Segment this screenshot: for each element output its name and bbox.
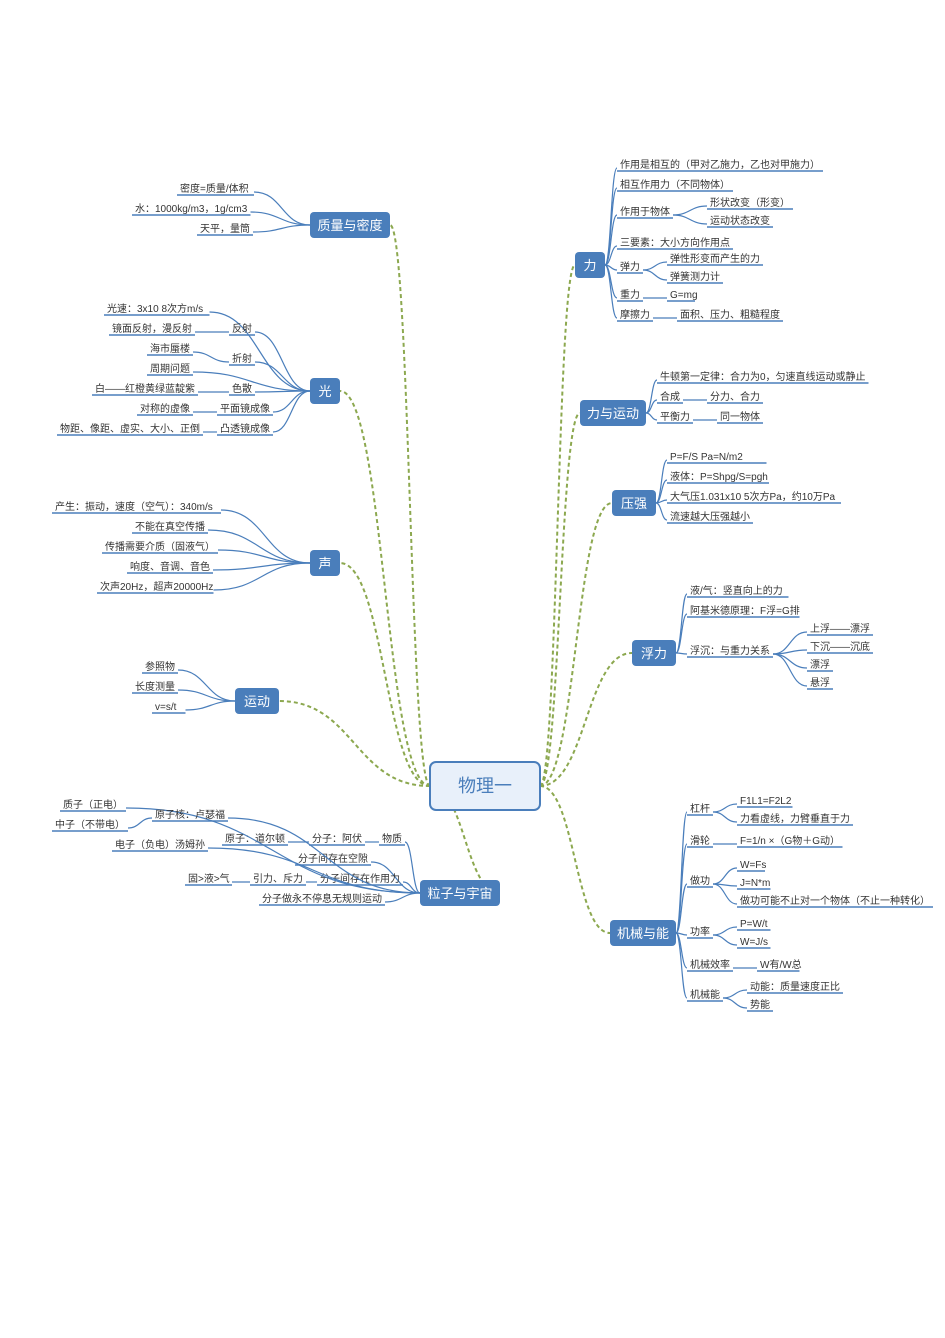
branch-label: 粒子与宇宙 <box>427 886 492 901</box>
leaf-child: 弹性形变而产生的力 <box>670 252 760 265</box>
leaf-text: 牛顿第一定律：合力为0，匀速直线运动或静止 <box>660 370 866 383</box>
leaf-text: P=F/S Pa=N/m2 <box>670 452 743 463</box>
connector <box>540 265 575 786</box>
leaf-sub: 反射 <box>232 323 252 335</box>
leaf-text: 摩擦力 <box>620 308 650 321</box>
leaf-text: 液体：P=Shpg/S=pgh <box>670 470 768 483</box>
leaf-text: 原子：道尔顿 <box>225 832 285 845</box>
leaf-text: 对称的虚像 <box>140 402 190 415</box>
leaf-child: W=J/s <box>740 937 768 948</box>
leaf-child: 形状改变（形变） <box>710 196 790 209</box>
leaf-text: 产生：振动，速度（空气）：340m/s <box>55 500 213 513</box>
branch-label: 光 <box>318 384 331 399</box>
leaf-text: v=s/t <box>155 702 177 713</box>
leaf-sub: 面积、压力、粗糙程度 <box>680 308 780 321</box>
leaf-text: 大气压1.031x10 5次方Pa，约10万Pa <box>670 490 836 503</box>
connector <box>390 225 430 786</box>
leaf-child: 运动状态改变 <box>710 214 770 227</box>
leaf-child: 做功可能不止对一个物体（不止一种转化） <box>740 894 930 907</box>
leaf-text: 平衡力 <box>660 410 690 423</box>
leaf-text: 周期问题 <box>150 362 190 375</box>
leaf-text: 做功 <box>690 874 710 887</box>
leaf-text: 密度=质量/体积 <box>180 182 249 195</box>
leaf-child: 漂浮 <box>810 659 830 671</box>
leaf-child: F1L1=F2L2 <box>740 796 792 807</box>
branch-label: 质量与密度 <box>317 218 382 233</box>
leaf-text: 杠杆 <box>690 802 710 815</box>
leaf-sub: 物质 <box>382 832 402 845</box>
mindmap-canvas: 质量与密度 密度=质量/体积水：1000kg/m3，1g/cm3 天平，量筒光 光速：… <box>0 0 945 1338</box>
leaf-text: 次声20Hz，超声20000Hz <box>100 580 213 593</box>
leaf-child: W=Fs <box>740 860 766 871</box>
leaf-text: 液/气：竖直向上的力 <box>690 584 783 597</box>
leaf-sub: 分力、合力 <box>710 390 760 403</box>
leaf-child: 弹簧测力计 <box>670 270 720 283</box>
leaf-child: 下沉——沉底 <box>810 640 870 653</box>
root-label: 物理一 <box>458 776 512 796</box>
leaf-text: 滑轮 <box>690 834 710 847</box>
leaf-text: 长度测量 <box>135 680 175 693</box>
leaf-text: 阿基米德原理：F浮=G排 <box>690 604 800 617</box>
leaf-text: 不能在真空传播 <box>135 520 205 533</box>
leaf-text: 中子（不带电） <box>55 818 125 831</box>
leaf-text: 光速：3x10 8次方m/s <box>107 302 203 315</box>
leaf-sub: F=1/n ×（G物＋G动） <box>740 834 840 847</box>
connector <box>540 786 610 933</box>
leaf-text: 浮沉：与重力关系 <box>690 644 770 657</box>
leaf-text: 质子（正电） <box>63 798 123 811</box>
leaf-text: 分子做永不停息无规则运动 <box>262 892 382 905</box>
branch-label: 机械与能 <box>617 926 669 941</box>
leaf-text: 物距、像距、虚实、大小、正倒 <box>60 422 200 435</box>
leaf-sub: 色散 <box>232 382 252 395</box>
leaf-child: J=N*m <box>740 878 770 889</box>
leaf-child: P=W/t <box>740 919 768 930</box>
leaf-text: 固>液>气 <box>188 872 230 885</box>
leaf-child: 势能 <box>750 998 770 1011</box>
leaf-sub: 同一物体 <box>720 410 760 423</box>
leaf-text: 传播需要介质（固液气） <box>105 540 215 553</box>
leaf-text: 镜面反射，漫反射 <box>112 322 192 335</box>
leaf-text: 白——红橙黄绿蓝靛紫 <box>95 382 195 395</box>
branch-label: 压强 <box>621 496 647 511</box>
leaf-child: 动能：质量速度正比 <box>750 980 840 993</box>
leaf-sub: G=mg <box>670 290 698 301</box>
leaf-sub: 凸透镜成像 <box>220 422 270 435</box>
leaf-text: 天平，量筒 <box>200 222 250 235</box>
branch-label: 力与运动 <box>587 406 639 421</box>
branch-label: 运动 <box>244 694 270 709</box>
leaf-text: 水：1000kg/m3，1g/cm3 <box>135 203 248 215</box>
leaf-child: 力看虚线，力臂垂直于力 <box>740 812 850 825</box>
branch-label: 声 <box>318 556 331 571</box>
leaf-sub: 引力、斥力 <box>253 872 303 885</box>
leaf-sub: W有/W总 <box>760 958 802 971</box>
leaf-sub: 折射 <box>232 352 252 365</box>
leaf-text: 海市蜃楼 <box>150 342 190 355</box>
leaf-text: 作用于物体 <box>620 205 670 218</box>
leaf-sub: 原子核：卢瑟福 <box>155 808 225 821</box>
leaf-text: 流速越大压强越小 <box>670 510 750 523</box>
connector <box>340 391 430 786</box>
leaf-text: 响度、音调、音色 <box>130 560 210 573</box>
branch-label: 浮力 <box>641 646 667 661</box>
connector <box>540 653 632 786</box>
leaf-text: 机械效率 <box>690 958 730 971</box>
leaf-text: 电子（负电）汤姆孙 <box>115 838 205 851</box>
leaf-sub: 分子：阿伏 <box>312 832 362 845</box>
leaf-text: 参照物 <box>145 660 175 673</box>
leaf-child: 上浮——漂浮 <box>810 623 870 635</box>
branch-label: 力 <box>583 258 596 273</box>
leaf-sub: 分子间存在作用力 <box>320 872 400 885</box>
leaf-sub: 平面镜成像 <box>220 402 270 415</box>
leaf-text: 重力 <box>620 288 640 301</box>
leaf-text: 弹力 <box>620 260 640 273</box>
leaf-text: 合成 <box>660 390 680 403</box>
leaf-text: 机械能 <box>690 988 720 1001</box>
leaf-text: 作用是相互的（甲对乙施力，乙也对甲施力） <box>620 158 820 171</box>
leaf-text: 相互作用力（不同物体） <box>620 178 730 191</box>
leaf-text: 功率 <box>690 925 710 938</box>
leaf-text: 三要素：大小方向作用点 <box>620 236 730 249</box>
leaf-child: 悬浮 <box>810 677 830 689</box>
